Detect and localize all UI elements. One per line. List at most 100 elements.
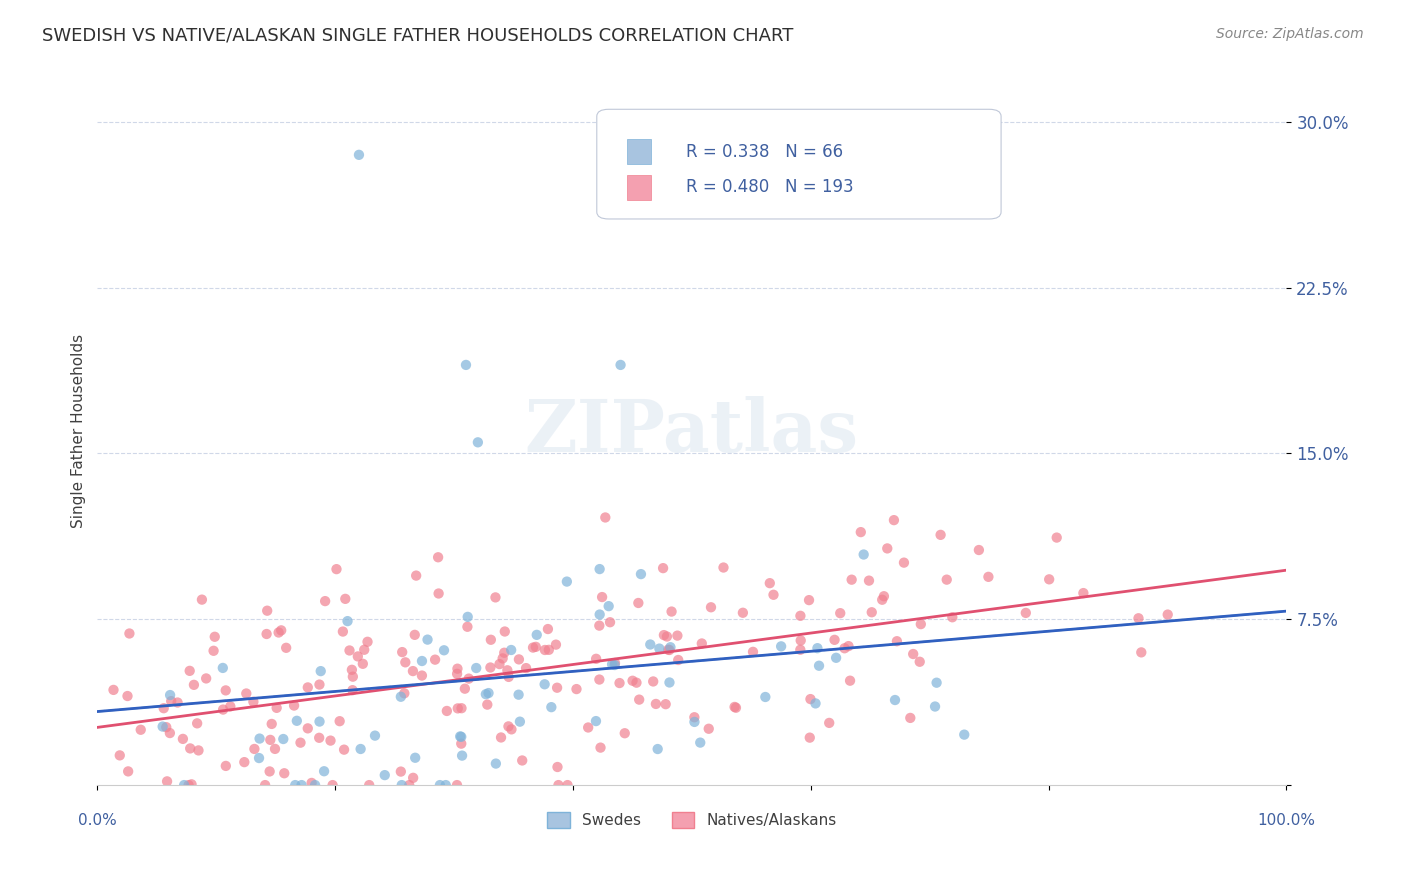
- Natives/Alaskans: [576, 721, 599, 735]
- Swedes: [509, 714, 531, 729]
- Natives/Alaskans: [1130, 645, 1153, 659]
- Natives/Alaskans: [977, 570, 1000, 584]
- Natives/Alaskans: [789, 642, 811, 657]
- Natives/Alaskans: [297, 722, 319, 736]
- Natives/Alaskans: [700, 600, 723, 615]
- Natives/Alaskans: [658, 643, 681, 657]
- Natives/Alaskans: [546, 681, 568, 695]
- Swedes: [808, 658, 831, 673]
- Natives/Alaskans: [652, 561, 675, 575]
- Natives/Alaskans: [339, 643, 361, 657]
- Natives/Alaskans: [447, 701, 470, 715]
- Natives/Alaskans: [492, 651, 515, 665]
- Natives/Alaskans: [177, 778, 200, 792]
- Natives/Alaskans: [849, 525, 872, 540]
- Natives/Alaskans: [159, 726, 181, 740]
- Text: Source: ZipAtlas.com: Source: ZipAtlas.com: [1216, 27, 1364, 41]
- Y-axis label: Single Father Households: Single Father Households: [72, 334, 86, 528]
- Natives/Alaskans: [759, 576, 782, 591]
- Swedes: [924, 699, 946, 714]
- Natives/Alaskans: [830, 606, 852, 620]
- Natives/Alaskans: [391, 645, 413, 659]
- Natives/Alaskans: [599, 615, 621, 630]
- Swedes: [336, 614, 359, 628]
- Swedes: [589, 607, 612, 622]
- Natives/Alaskans: [423, 653, 446, 667]
- Swedes: [454, 358, 477, 372]
- Natives/Alaskans: [389, 764, 412, 779]
- Natives/Alaskans: [494, 624, 516, 639]
- Natives/Alaskans: [450, 701, 472, 715]
- Swedes: [391, 778, 413, 792]
- Swedes: [600, 657, 623, 672]
- Natives/Alaskans: [335, 591, 357, 606]
- Swedes: [638, 638, 661, 652]
- Swedes: [508, 688, 530, 702]
- Swedes: [449, 730, 471, 744]
- Natives/Alaskans: [308, 677, 330, 691]
- Natives/Alaskans: [588, 618, 610, 632]
- Natives/Alaskans: [1046, 531, 1069, 545]
- Natives/Alaskans: [628, 692, 651, 706]
- Natives/Alaskans: [233, 755, 256, 769]
- Natives/Alaskans: [645, 697, 668, 711]
- Natives/Alaskans: [411, 668, 433, 682]
- Natives/Alaskans: [243, 742, 266, 756]
- Natives/Alaskans: [187, 743, 209, 757]
- Natives/Alaskans: [818, 715, 841, 730]
- Swedes: [806, 641, 828, 656]
- Natives/Alaskans: [724, 700, 747, 714]
- Swedes: [433, 643, 456, 657]
- Natives/Alaskans: [155, 720, 177, 734]
- Swedes: [477, 686, 499, 700]
- Natives/Alaskans: [626, 675, 648, 690]
- Natives/Alaskans: [886, 634, 908, 648]
- Natives/Alaskans: [910, 617, 932, 632]
- Natives/Alaskans: [342, 683, 364, 698]
- Swedes: [465, 661, 488, 675]
- Natives/Alaskans: [332, 624, 354, 639]
- Swedes: [533, 677, 555, 691]
- Natives/Alaskans: [276, 640, 298, 655]
- Swedes: [501, 643, 523, 657]
- Natives/Alaskans: [446, 778, 468, 792]
- Natives/Alaskans: [609, 676, 631, 690]
- Natives/Alaskans: [259, 764, 281, 779]
- Natives/Alaskans: [488, 657, 510, 672]
- Swedes: [852, 548, 875, 562]
- Natives/Alaskans: [256, 627, 278, 641]
- Natives/Alaskans: [129, 723, 152, 737]
- Swedes: [540, 700, 562, 714]
- Natives/Alaskans: [489, 731, 512, 745]
- Natives/Alaskans: [723, 700, 745, 714]
- Natives/Alaskans: [456, 620, 478, 634]
- Swedes: [434, 778, 457, 792]
- Swedes: [526, 628, 548, 642]
- Natives/Alaskans: [215, 759, 238, 773]
- Swedes: [290, 778, 312, 792]
- Swedes: [271, 731, 294, 746]
- Natives/Alaskans: [322, 778, 344, 792]
- FancyBboxPatch shape: [627, 139, 651, 164]
- Swedes: [152, 720, 174, 734]
- Natives/Alaskans: [655, 630, 678, 644]
- Natives/Alaskans: [256, 604, 278, 618]
- Natives/Alaskans: [870, 592, 893, 607]
- Natives/Alaskans: [883, 513, 905, 527]
- Natives/Alaskans: [172, 731, 194, 746]
- Natives/Alaskans: [484, 591, 506, 605]
- Swedes: [884, 693, 907, 707]
- Natives/Alaskans: [762, 588, 785, 602]
- Natives/Alaskans: [329, 714, 352, 729]
- Swedes: [411, 654, 433, 668]
- Swedes: [555, 574, 578, 589]
- Natives/Alaskans: [398, 778, 420, 792]
- Natives/Alaskans: [117, 764, 139, 779]
- Swedes: [825, 650, 848, 665]
- Swedes: [953, 728, 976, 742]
- Natives/Alaskans: [941, 610, 963, 624]
- Natives/Alaskans: [1157, 607, 1180, 622]
- Swedes: [211, 661, 233, 675]
- Natives/Alaskans: [301, 776, 323, 790]
- Swedes: [648, 641, 671, 656]
